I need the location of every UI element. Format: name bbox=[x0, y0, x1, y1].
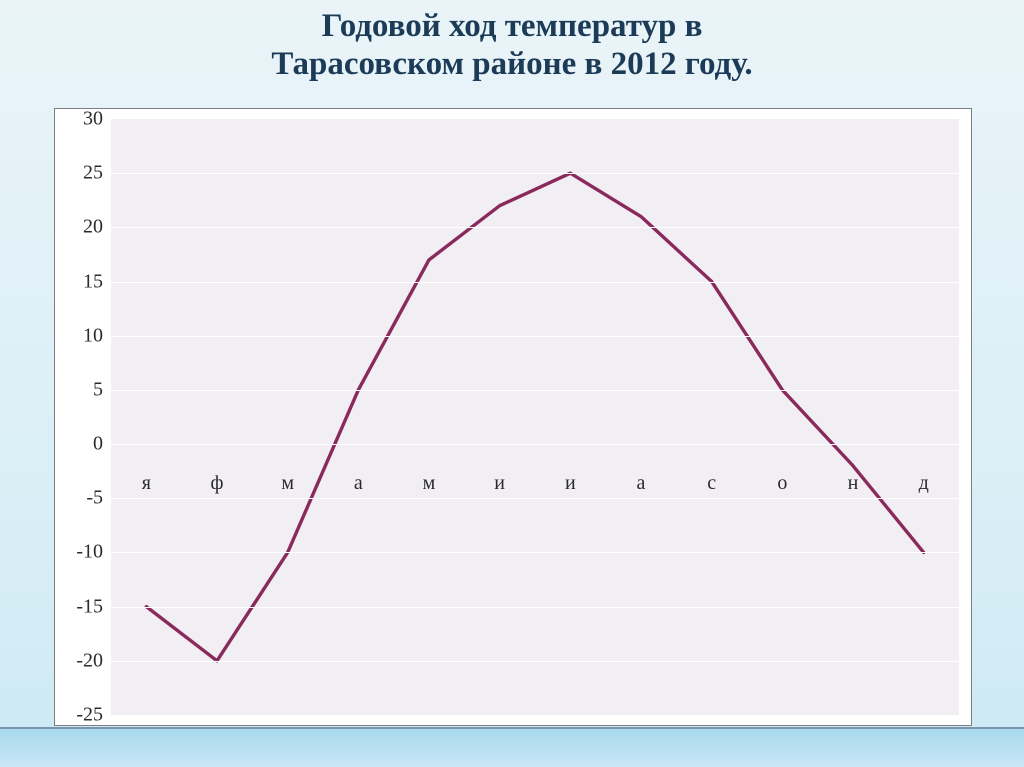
x-tick-label: н bbox=[848, 472, 859, 495]
x-tick-label: м bbox=[281, 472, 294, 495]
y-tick-label: 10 bbox=[83, 324, 111, 347]
y-tick-label: 0 bbox=[93, 433, 111, 456]
y-tick-label: -25 bbox=[76, 704, 111, 727]
chart-container: 30 25 20 15 10 5 0 -5 -10 -15 -20 -25 я ф м а м и и а с о н д bbox=[54, 108, 972, 726]
gridline bbox=[111, 227, 959, 228]
y-tick-label: -20 bbox=[76, 649, 111, 672]
y-tick-label: 30 bbox=[83, 108, 111, 131]
temperature-series-line bbox=[146, 173, 923, 661]
background-water bbox=[0, 729, 1024, 767]
x-tick-label: а bbox=[637, 472, 646, 495]
x-tick-label: я bbox=[142, 472, 151, 495]
x-tick-label: и bbox=[565, 472, 576, 495]
x-tick-label: о bbox=[777, 472, 787, 495]
gridline bbox=[111, 282, 959, 283]
gridline bbox=[111, 390, 959, 391]
y-tick-label: -15 bbox=[76, 595, 111, 618]
y-tick-label: -10 bbox=[76, 541, 111, 564]
x-tick-label: с bbox=[707, 472, 716, 495]
x-tick-label: ф bbox=[211, 472, 224, 495]
gridline bbox=[111, 607, 959, 608]
y-tick-label: 15 bbox=[83, 270, 111, 293]
title-line-2: Тарасовском районе в 2012 году. bbox=[0, 46, 1024, 84]
title-line-1: Годовой ход температур в bbox=[0, 8, 1024, 46]
gridline bbox=[111, 173, 959, 174]
x-tick-label: д bbox=[919, 472, 929, 495]
line-chart-svg bbox=[111, 119, 959, 715]
x-tick-label: и bbox=[494, 472, 505, 495]
x-tick-label: а bbox=[354, 472, 363, 495]
gridline bbox=[111, 661, 959, 662]
y-tick-label: 25 bbox=[83, 162, 111, 185]
gridline bbox=[111, 336, 959, 337]
y-tick-label: 5 bbox=[93, 378, 111, 401]
chart-title: Годовой ход температур в Тарасовском рай… bbox=[0, 8, 1024, 84]
background-horizon bbox=[0, 727, 1024, 729]
plot-area: 302520151050-5-10-15-20-25яфмамииасонд bbox=[111, 119, 959, 715]
y-tick-label: 20 bbox=[83, 216, 111, 239]
slide: Годовой ход температур в Тарасовском рай… bbox=[0, 0, 1024, 767]
y-tick-label: -5 bbox=[86, 487, 111, 510]
gridline bbox=[111, 444, 959, 445]
gridline bbox=[111, 552, 959, 553]
gridline bbox=[111, 498, 959, 499]
x-tick-label: м bbox=[423, 472, 436, 495]
gridline bbox=[111, 715, 959, 716]
